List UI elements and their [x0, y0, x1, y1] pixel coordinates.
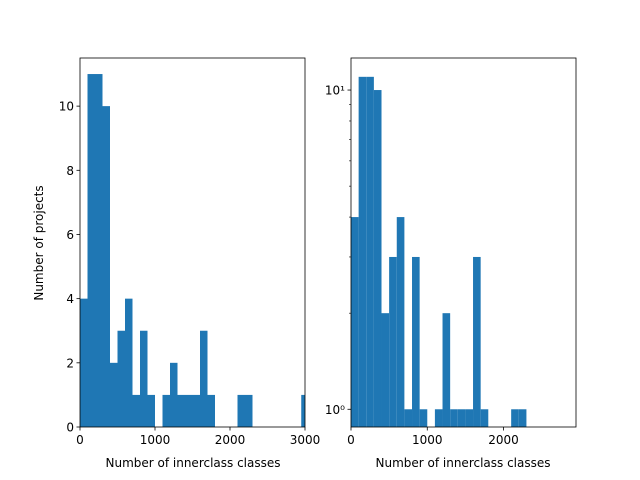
x-tick-label: 3000	[290, 433, 321, 447]
histogram-bar-8	[412, 256, 420, 427]
histogram-bar-1	[87, 74, 95, 427]
histogram-bar-7	[132, 394, 140, 427]
histogram-bar-13	[457, 409, 466, 427]
histogram-bar-16	[207, 394, 215, 427]
y-tick-label: 10⁰	[325, 403, 345, 417]
axes-frame	[79, 57, 306, 428]
histogram-bar-2	[366, 76, 374, 427]
histogram-bar-5	[117, 330, 125, 427]
left-y-axis-label: Number of projects	[32, 185, 46, 300]
y-tick-label: 8	[66, 164, 74, 178]
x-tick-label: 0	[347, 433, 355, 447]
y-tick-label: 10¹	[325, 84, 345, 98]
histogram-bar-11	[170, 362, 178, 427]
histogram-bar-8	[140, 330, 148, 427]
histogram-bar-9	[147, 394, 155, 427]
histogram-bar-0	[351, 217, 359, 427]
histogram-bar-19	[301, 394, 305, 427]
x-tick-label: 2000	[215, 433, 246, 447]
histogram-bar-3	[102, 106, 110, 427]
histogram-bar-0	[80, 298, 88, 427]
histogram-bar-15	[200, 330, 208, 427]
histogram-bar-5	[389, 256, 397, 427]
x-tick-label: 1000	[412, 433, 443, 447]
axes-frame	[350, 57, 577, 428]
histogram-bar-9	[419, 409, 428, 427]
histogram-bar-11	[442, 313, 451, 427]
histogram-bar-4	[110, 362, 118, 427]
y-tick-label: 0	[66, 421, 74, 435]
histogram-bar-4	[381, 313, 390, 427]
y-tick-label: 2	[66, 356, 74, 370]
histogram-bar-10	[434, 409, 443, 427]
histogram-bar-18	[245, 394, 253, 427]
histogram-bar-10	[162, 394, 170, 427]
histogram-linear-panel: 0 1000 2000 3000 0 2 4 6 8 10	[59, 57, 321, 447]
histogram-bar-12	[177, 394, 185, 427]
x-tick-label: 1000	[140, 433, 171, 447]
x-tick-label: 0	[76, 433, 84, 447]
y-tick-label: 10	[59, 100, 74, 114]
histogram-bar-2	[95, 74, 103, 427]
histogram-bar-1	[358, 76, 367, 427]
histogram-log-panel: 0 1000 2000 10⁰ 10¹	[325, 57, 577, 447]
histogram-bar-17	[511, 409, 519, 427]
histogram-bar-15	[473, 256, 481, 427]
histogram-bar-13	[185, 394, 193, 427]
histogram-bar-14	[192, 394, 200, 427]
right-x-axis-label: Number of innerclass classes	[375, 456, 550, 470]
histogram-bar-16	[480, 409, 489, 427]
histogram-bar-6	[125, 298, 133, 427]
y-tick-label: 4	[66, 292, 74, 306]
histogram-bar-3	[373, 90, 382, 427]
histogram-bar-14	[465, 409, 474, 427]
histogram-bar-18	[518, 409, 527, 427]
histogram-bar-12	[450, 409, 458, 427]
histogram-bar-17	[237, 394, 245, 427]
histogram-bar-7	[404, 409, 413, 427]
histogram-bar-6	[396, 217, 405, 427]
x-tick-label: 2000	[488, 433, 519, 447]
left-x-axis-label: Number of innerclass classes	[105, 456, 280, 470]
y-tick-label: 6	[66, 228, 74, 242]
